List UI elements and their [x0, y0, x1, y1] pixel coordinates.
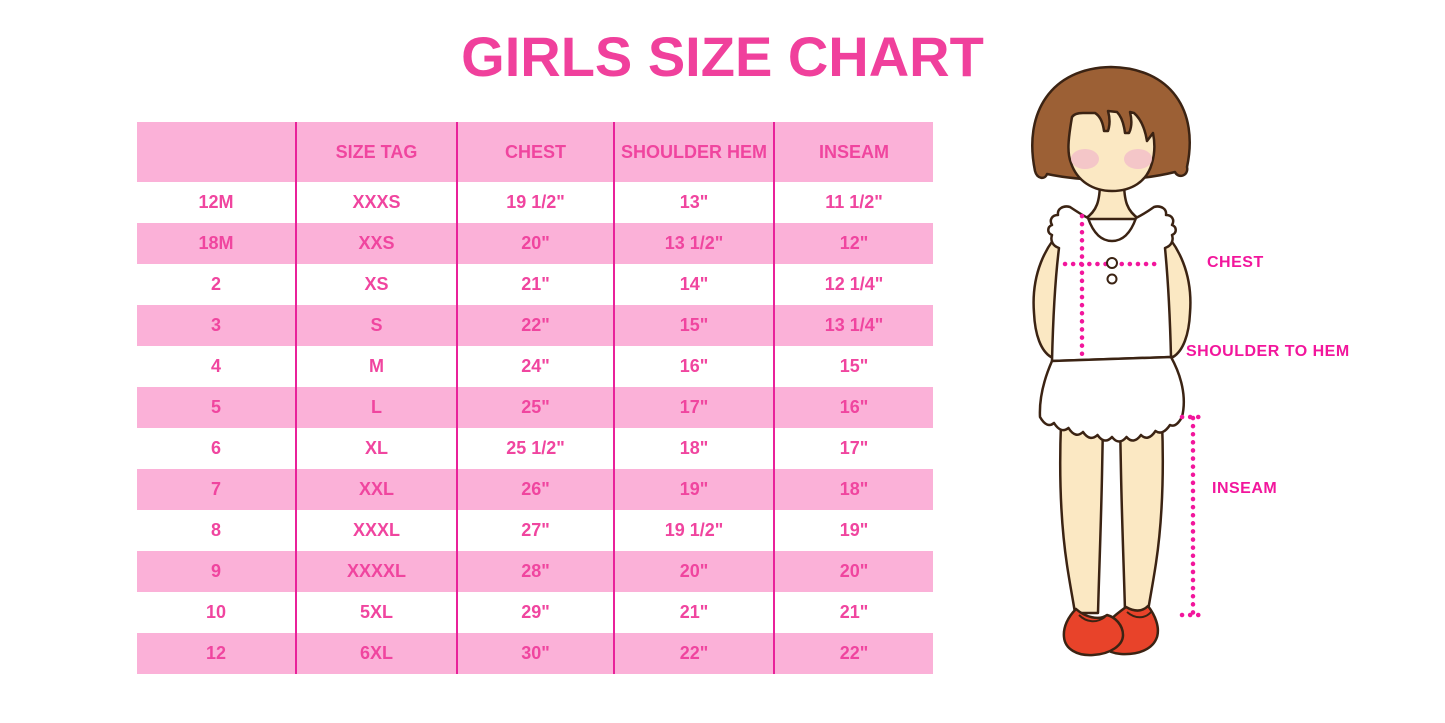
table-cell: XXL: [297, 469, 458, 510]
table-cell: 28": [458, 551, 615, 592]
table-cell: 26": [458, 469, 615, 510]
table-cell: M: [297, 346, 458, 387]
chest-label: CHEST: [1207, 254, 1264, 271]
table-cell: 17": [615, 387, 775, 428]
right-leg: [1118, 419, 1164, 613]
blush-left: [1071, 149, 1099, 169]
inseam-label: INSEAM: [1212, 480, 1278, 497]
table-cell: 22": [615, 633, 775, 674]
table-cell: 12": [839, 233, 869, 253]
table-cell: 16": [615, 346, 775, 387]
table-cell: 2: [137, 264, 297, 305]
shoulder-to-hem-label: SHOULDER TO HEM: [1186, 343, 1350, 360]
table-cell: 20": [839, 561, 869, 581]
table-cell: 19 1/2": [458, 182, 615, 223]
shirt-button-top: [1106, 257, 1118, 269]
table-cell: 11 1/2": [825, 192, 883, 212]
girl-illustration-svg: [1031, 65, 1207, 657]
column-header: SHOULDER HEM: [615, 122, 775, 182]
table-row: 5 L 25" 17" 16": [137, 387, 933, 428]
column-header: SIZE TAG: [297, 122, 458, 182]
table-row: 18M XXS 20" 13 1/2" 12": [137, 223, 933, 264]
table-cell: 21": [839, 602, 869, 622]
table-cell: 14": [615, 264, 775, 305]
table-cell: 20": [615, 551, 775, 592]
table-cell: 18M: [137, 223, 297, 264]
table-cell: 19 1/2": [615, 510, 775, 551]
table-cell: 9: [137, 551, 297, 592]
table-cell: 10: [137, 592, 297, 633]
face: [1067, 109, 1156, 193]
table-cell: 21": [458, 264, 615, 305]
table-cell: 30": [458, 633, 615, 674]
table-cell: XXXS: [297, 182, 458, 223]
girl-measurement-illustration: [995, 55, 1415, 695]
table-cell: 15": [839, 356, 869, 376]
table-cell: 13 1/2": [615, 223, 775, 264]
table-cell: 16": [839, 397, 869, 417]
table-cell: XXXL: [297, 510, 458, 551]
table-cell: 18": [615, 428, 775, 469]
column-header: INSEAM: [818, 141, 889, 162]
skirt: [1038, 355, 1186, 443]
table-cell: 5XL: [297, 592, 458, 633]
table-cell: XXS: [297, 223, 458, 264]
table-cell: S: [297, 305, 458, 346]
table-row: 6 XL 25 1/2" 18" 17": [137, 428, 933, 469]
table-cell: 12 1/4": [824, 274, 884, 294]
right-shoe-strap: [1126, 611, 1152, 619]
column-header: [137, 122, 297, 182]
table-cell: 25 1/2": [458, 428, 615, 469]
table-cell: XL: [297, 428, 458, 469]
table-cell: 4: [137, 346, 297, 387]
table-cell: XXXXL: [297, 551, 458, 592]
left-shoe: [1062, 607, 1125, 657]
table-cell: 19": [615, 469, 775, 510]
page-title: GIRLS SIZE CHART: [461, 25, 984, 88]
table-cell: 12: [137, 633, 297, 674]
table-row: 4 M 24" 16" 15": [137, 346, 933, 387]
table-cell: 29": [458, 592, 615, 633]
table-cell: 15": [615, 305, 775, 346]
table-row: 12M XXXS 19 1/2" 13" 11 1/2": [137, 182, 933, 223]
table-row: 3 S 22" 15" 13 1/4": [137, 305, 933, 346]
table-cell: 17": [839, 438, 869, 458]
table-cell: 13": [615, 182, 775, 223]
table-cell: 19": [839, 520, 869, 540]
table-row: 10 5XL 29" 21" 21": [137, 592, 933, 633]
table-cell: 12M: [137, 182, 297, 223]
table-cell: 21": [615, 592, 775, 633]
size-table-header-row: SIZE TAG CHEST SHOULDER HEM INSEAM: [137, 122, 933, 182]
table-cell: XS: [297, 264, 458, 305]
table-row: 12 6XL 30" 22" 22": [137, 633, 933, 674]
table-row: 9 XXXXL 28" 20" 20": [137, 551, 933, 592]
shirt-button-bottom: [1106, 273, 1118, 285]
table-cell: 22": [458, 305, 615, 346]
table-cell: 27": [458, 510, 615, 551]
table-cell: 24": [458, 346, 615, 387]
table-row: 7 XXL 26" 19" 18": [137, 469, 933, 510]
table-cell: 22": [839, 643, 869, 663]
table-cell: 6: [137, 428, 297, 469]
table-cell: 18": [839, 479, 869, 499]
table-cell: 25": [458, 387, 615, 428]
table-row: 2 XS 21" 14" 12 1/4": [137, 264, 933, 305]
column-header: CHEST: [458, 122, 615, 182]
table-cell: 3: [137, 305, 297, 346]
table-cell: 5: [137, 387, 297, 428]
table-cell: 20": [458, 223, 615, 264]
table-cell: 8: [137, 510, 297, 551]
table-row: 8 XXXL 27" 19 1/2" 19": [137, 510, 933, 551]
table-cell: 6XL: [297, 633, 458, 674]
table-cell: 13 1/4": [824, 315, 884, 335]
table-cell: 7: [137, 469, 297, 510]
blush-right: [1124, 149, 1152, 169]
left-shoe-strap: [1078, 614, 1106, 623]
left-leg: [1059, 421, 1105, 615]
size-table: SIZE TAG CHEST SHOULDER HEM INSEAM 12M XXXS 19…: [137, 122, 933, 674]
table-cell: L: [297, 387, 458, 428]
